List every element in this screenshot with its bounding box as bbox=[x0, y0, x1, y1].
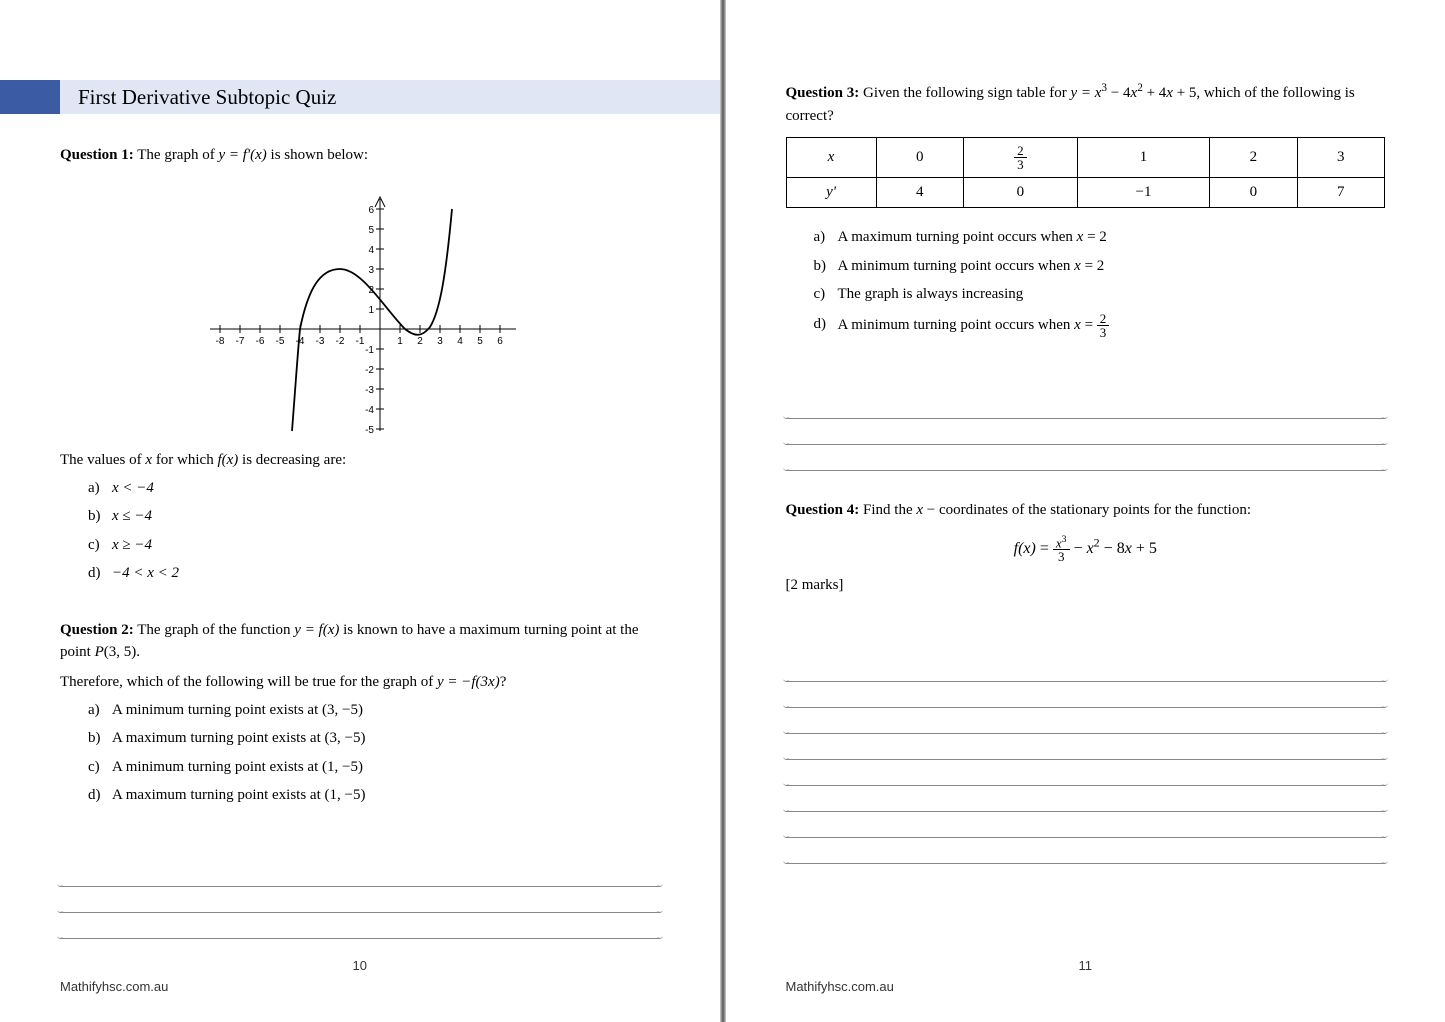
page-number-right: 11 bbox=[786, 958, 1386, 973]
svg-text:-2: -2 bbox=[335, 336, 344, 347]
q2-opt-b: A maximum turning point exists at (3, −5… bbox=[88, 727, 660, 750]
footer-site: Mathifyhsc.com.au bbox=[60, 979, 168, 994]
q1-opt-c: x ≥ −4 bbox=[88, 534, 660, 557]
answer-line bbox=[786, 708, 1386, 734]
cell: 0 bbox=[1210, 178, 1297, 208]
svg-text:2: 2 bbox=[417, 336, 423, 347]
answer-line bbox=[60, 887, 660, 913]
sign-table: x 0 23 1 2 3 y' 4 0 −1 0 7 bbox=[786, 137, 1386, 208]
table-row: x 0 23 1 2 3 bbox=[786, 138, 1385, 178]
table-row: y' 4 0 −1 0 7 bbox=[786, 178, 1385, 208]
q1-opt-d: −4 < x < 2 bbox=[88, 562, 660, 585]
question-4: Question 4: Find the x − coordinates of … bbox=[786, 499, 1386, 609]
answer-line bbox=[786, 656, 1386, 682]
answer-line bbox=[786, 734, 1386, 760]
cell: 2 bbox=[1210, 138, 1297, 178]
q3-opt-a: A maximum turning point occurs when x = … bbox=[814, 226, 1386, 249]
cell: 0 bbox=[963, 178, 1077, 208]
q1-stem: Question 1: The graph of y = f'(x) is sh… bbox=[60, 144, 660, 167]
q3-opt-c: The graph is always increasing bbox=[814, 283, 1386, 306]
svg-text:5: 5 bbox=[368, 225, 374, 236]
answer-line bbox=[786, 393, 1386, 419]
svg-text:-4: -4 bbox=[365, 405, 374, 416]
row-header: y' bbox=[786, 178, 876, 208]
svg-text:-1: -1 bbox=[355, 336, 364, 347]
q1-opt-b: x ≤ −4 bbox=[88, 505, 660, 528]
cell: 3 bbox=[1297, 138, 1384, 178]
q3-options: A maximum turning point occurs when x = … bbox=[786, 226, 1386, 339]
answer-line bbox=[786, 760, 1386, 786]
page-right: Question 3: Given the following sign tab… bbox=[726, 0, 1445, 1022]
answer-line bbox=[786, 786, 1386, 812]
footer-left: 10 Mathifyhsc.com.au bbox=[60, 958, 660, 994]
svg-text:-5: -5 bbox=[365, 425, 374, 435]
q1-substem: The values of x for which f(x) is decrea… bbox=[60, 452, 660, 469]
answer-line bbox=[60, 861, 660, 887]
q3-opt-b: A minimum turning point occurs when x = … bbox=[814, 255, 1386, 278]
q4-marks: [2 marks] bbox=[786, 577, 1386, 594]
svg-text:-6: -6 bbox=[255, 336, 264, 347]
title-accent bbox=[0, 80, 60, 114]
svg-text:3: 3 bbox=[437, 336, 443, 347]
q2-opt-c: A minimum turning point exists at (1, −5… bbox=[88, 756, 660, 779]
svg-text:-2: -2 bbox=[365, 365, 374, 376]
q2-options: A minimum turning point exists at (3, −5… bbox=[60, 699, 660, 807]
svg-text:-8: -8 bbox=[215, 336, 224, 347]
question-1: Question 1: The graph of y = f'(x) is sh… bbox=[60, 144, 660, 591]
svg-text:-3: -3 bbox=[365, 385, 374, 396]
cell: −1 bbox=[1077, 178, 1209, 208]
q1-options: x < −4 x ≤ −4 x ≥ −4 −4 < x < 2 bbox=[60, 477, 660, 585]
answer-line bbox=[786, 419, 1386, 445]
q3-answer-lines bbox=[786, 393, 1386, 471]
page-left: First Derivative Subtopic Quiz Question … bbox=[0, 0, 720, 1022]
svg-text:3: 3 bbox=[368, 265, 374, 276]
svg-text:-7: -7 bbox=[235, 336, 244, 347]
footer-site: Mathifyhsc.com.au bbox=[786, 979, 894, 994]
answer-line bbox=[786, 445, 1386, 471]
q3-opt-d: A minimum turning point occurs when x = … bbox=[814, 312, 1386, 339]
cell: 4 bbox=[876, 178, 963, 208]
q2-stem-2: Therefore, which of the following will b… bbox=[60, 674, 660, 691]
answer-line bbox=[786, 838, 1386, 864]
q2-opt-a: A minimum turning point exists at (3, −5… bbox=[88, 699, 660, 722]
footer-right: 11 Mathifyhsc.com.au bbox=[786, 958, 1386, 994]
cell: 23 bbox=[963, 138, 1077, 178]
svg-text:1: 1 bbox=[397, 336, 403, 347]
q3-stem: Question 3: Given the following sign tab… bbox=[786, 80, 1386, 127]
q2-answer-lines bbox=[60, 861, 660, 939]
page-number-left: 10 bbox=[60, 958, 660, 973]
svg-text:1: 1 bbox=[368, 305, 374, 316]
row-header: x bbox=[786, 138, 876, 178]
svg-text:-5: -5 bbox=[275, 336, 284, 347]
svg-text:4: 4 bbox=[457, 336, 463, 347]
q2-opt-d: A maximum turning point exists at (1, −5… bbox=[88, 784, 660, 807]
svg-text:5: 5 bbox=[477, 336, 483, 347]
svg-text:-1: -1 bbox=[365, 345, 374, 356]
svg-text:6: 6 bbox=[368, 205, 374, 216]
question-3: Question 3: Given the following sign tab… bbox=[786, 80, 1386, 345]
svg-text:-4: -4 bbox=[295, 336, 304, 347]
q4-answer-lines bbox=[786, 656, 1386, 864]
cell: 0 bbox=[876, 138, 963, 178]
q4-stem: Question 4: Find the x − coordinates of … bbox=[786, 499, 1386, 522]
svg-text:-3: -3 bbox=[315, 336, 324, 347]
svg-text:6: 6 bbox=[497, 336, 503, 347]
quiz-title: First Derivative Subtopic Quiz bbox=[78, 85, 336, 110]
cell: 7 bbox=[1297, 178, 1384, 208]
question-2: Question 2: The graph of the function y … bbox=[60, 619, 660, 813]
title-bar: First Derivative Subtopic Quiz bbox=[0, 80, 720, 114]
svg-text:4: 4 bbox=[368, 245, 374, 256]
cell: 1 bbox=[1077, 138, 1209, 178]
q4-equation: f(x) = x33 − x2 − 8x + 5 bbox=[786, 535, 1386, 563]
answer-line bbox=[786, 812, 1386, 838]
q1-opt-a: x < −4 bbox=[88, 477, 660, 500]
answer-line bbox=[60, 913, 660, 939]
q1-graph: -8 -7 -6 -5 -4 -3 -2 -1 1 2 3 4 5 6 bbox=[60, 179, 660, 440]
q2-stem-1: Question 2: The graph of the function y … bbox=[60, 619, 660, 664]
answer-line bbox=[786, 682, 1386, 708]
